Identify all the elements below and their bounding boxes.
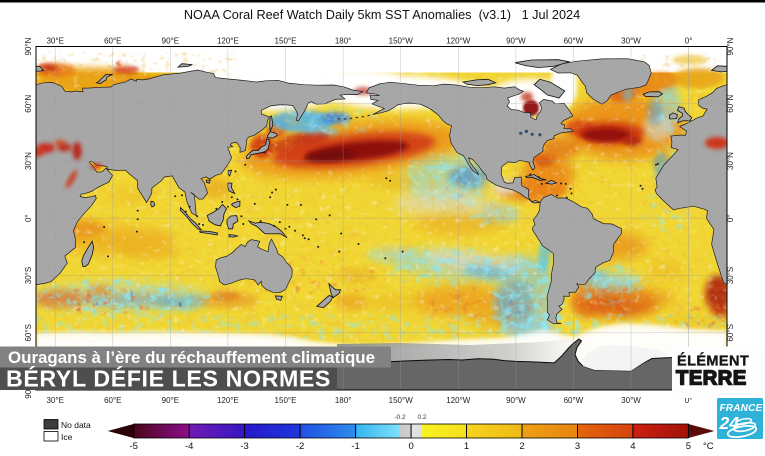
- svg-text:90°N: 90°N: [726, 37, 735, 55]
- svg-text:30°S: 30°S: [726, 267, 735, 284]
- svg-text:60°W: 60°W: [564, 37, 584, 46]
- svg-text:60°W: 60°W: [564, 396, 584, 405]
- svg-text:-5: -5: [129, 441, 137, 452]
- svg-text:-4: -4: [185, 441, 193, 452]
- svg-text:90°E: 90°E: [162, 37, 179, 46]
- svg-text:0°: 0°: [685, 396, 693, 405]
- svg-text:90°W: 90°W: [506, 37, 526, 46]
- svg-text:120°E: 120°E: [217, 396, 239, 405]
- svg-text:150°E: 150°E: [275, 396, 297, 405]
- svg-text:60°N: 60°N: [726, 95, 735, 113]
- svg-text:60°E: 60°E: [104, 396, 121, 405]
- svg-text:FRANCE: FRANCE: [720, 403, 763, 414]
- svg-text:30°W: 30°W: [621, 396, 641, 405]
- svg-text:Ouragans à l’ère du réchauffem: Ouragans à l’ère du réchauffement climat…: [8, 348, 375, 367]
- svg-text:60°E: 60°E: [104, 37, 121, 46]
- svg-text:Ice: Ice: [61, 432, 73, 442]
- svg-text:30°E: 30°E: [46, 396, 63, 405]
- svg-text:NOAA Coral Reef Watch Daily 5k: NOAA Coral Reef Watch Daily 5km SST Anom…: [184, 8, 580, 22]
- svg-text:120°W: 120°W: [446, 37, 471, 46]
- svg-text:90°E: 90°E: [162, 396, 179, 405]
- svg-text:120°E: 120°E: [217, 37, 239, 46]
- svg-text:No data: No data: [61, 420, 91, 430]
- svg-text:150°W: 150°W: [389, 37, 414, 46]
- svg-text:150°E: 150°E: [275, 37, 297, 46]
- svg-text:60°S: 60°S: [726, 324, 735, 341]
- svg-text:-2: -2: [296, 441, 304, 452]
- svg-text:0°: 0°: [726, 214, 735, 222]
- svg-text:1: 1: [464, 441, 469, 452]
- svg-text:60°S: 60°S: [24, 324, 33, 341]
- svg-text:150°W: 150°W: [389, 396, 414, 405]
- svg-text:30°N: 30°N: [24, 152, 33, 170]
- svg-text:90°W: 90°W: [506, 396, 526, 405]
- svg-text:-1: -1: [351, 441, 359, 452]
- svg-text:2: 2: [519, 441, 524, 452]
- svg-text:30°N: 30°N: [726, 152, 735, 170]
- svg-text:TERRE: TERRE: [676, 368, 747, 390]
- svg-text:ÉLÉMENT: ÉLÉMENT: [677, 353, 749, 370]
- svg-text:4: 4: [630, 441, 635, 452]
- svg-text:°C: °C: [703, 441, 714, 452]
- svg-text:-0.2: -0.2: [394, 414, 406, 421]
- svg-text:180°: 180°: [335, 396, 352, 405]
- svg-text:30°E: 30°E: [46, 37, 63, 46]
- svg-text:0°: 0°: [24, 214, 33, 222]
- svg-text:-3: -3: [240, 441, 248, 452]
- svg-text:90°N: 90°N: [24, 37, 33, 55]
- svg-text:30°W: 30°W: [621, 37, 641, 46]
- svg-text:0: 0: [408, 441, 413, 452]
- svg-text:3: 3: [575, 441, 580, 452]
- svg-text:0°: 0°: [685, 37, 693, 46]
- svg-text:30°S: 30°S: [24, 267, 33, 284]
- svg-text:0.2: 0.2: [417, 414, 426, 421]
- svg-text:120°W: 120°W: [446, 396, 471, 405]
- svg-text:BÉRYL DÉFIE LES NORMES: BÉRYL DÉFIE LES NORMES: [6, 365, 331, 392]
- svg-text:5: 5: [686, 441, 691, 452]
- svg-text:180°: 180°: [335, 37, 352, 46]
- svg-text:60°N: 60°N: [24, 95, 33, 113]
